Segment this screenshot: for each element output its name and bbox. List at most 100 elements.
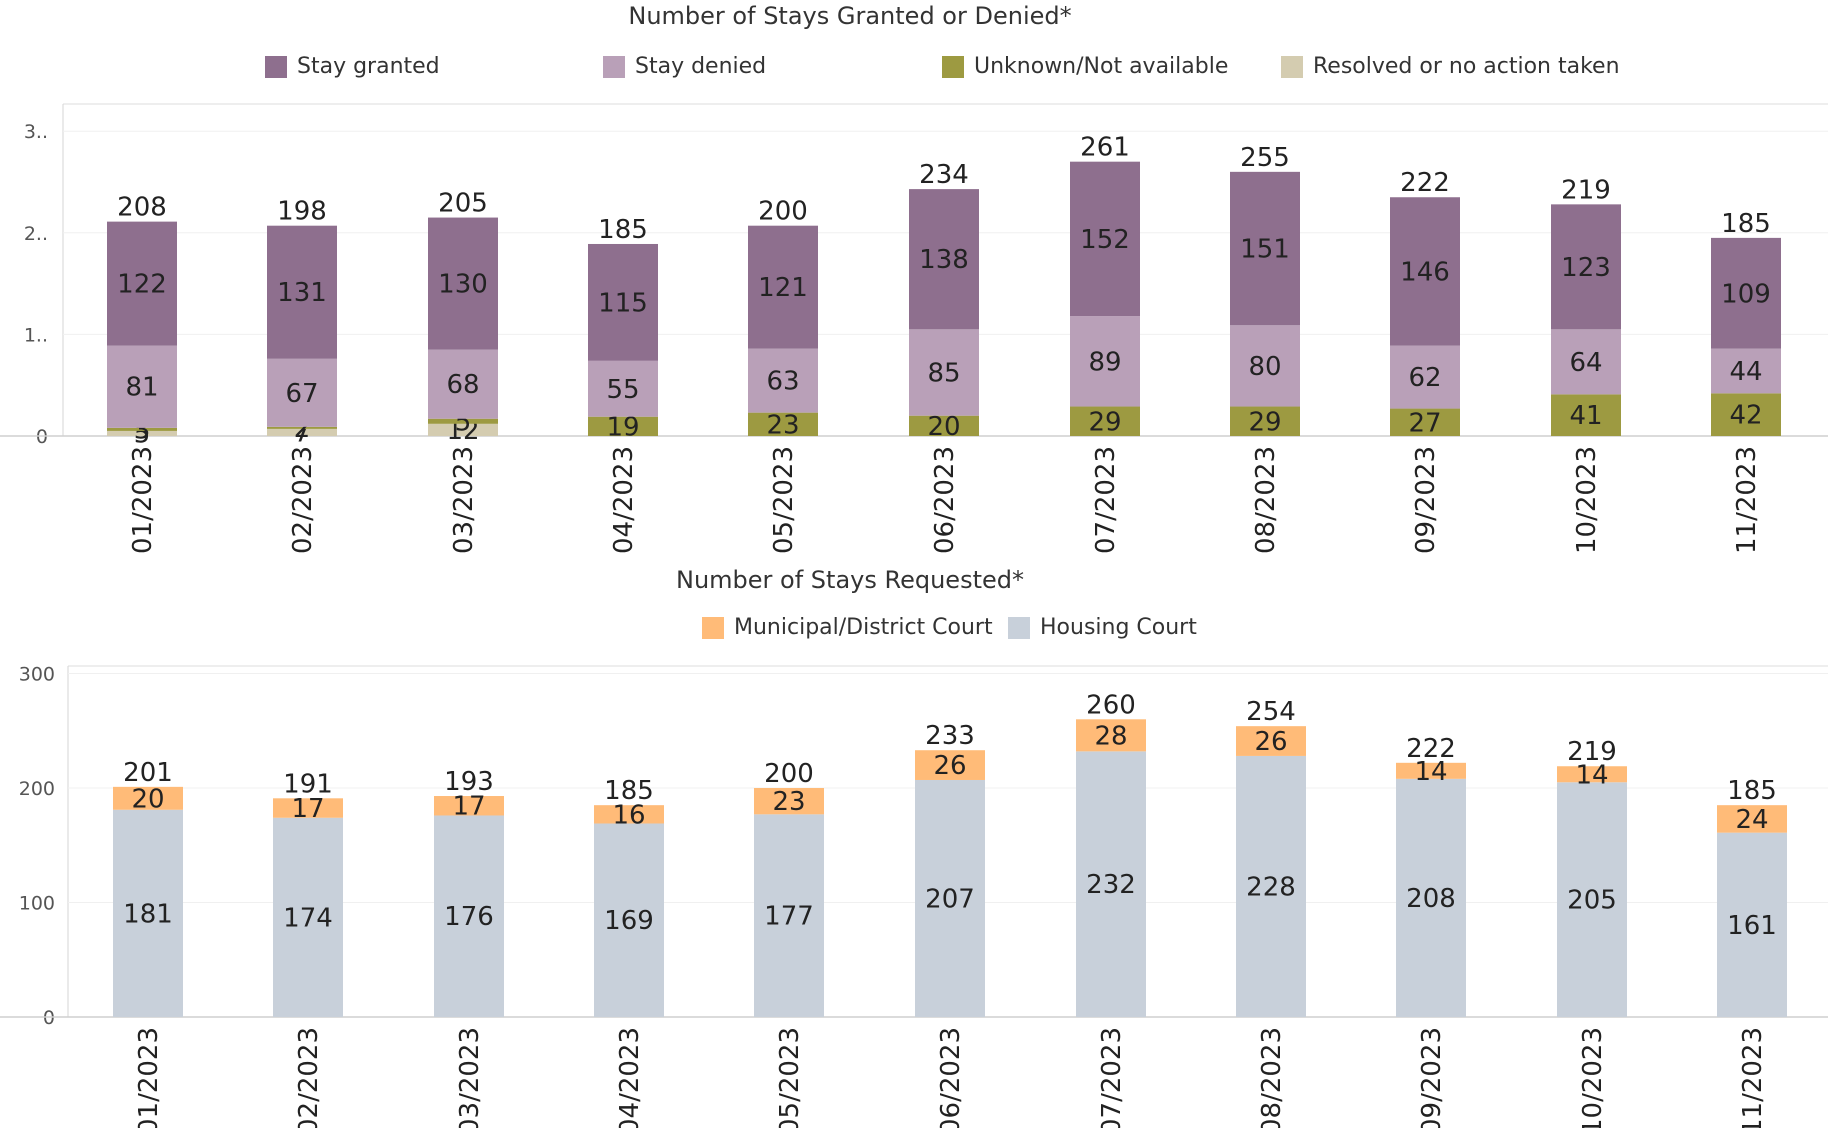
data-label: 123 — [1561, 253, 1611, 283]
bar-segment-stay-denied[interactable] — [107, 345, 177, 428]
data-label: 174 — [283, 903, 333, 933]
bar-segment-stay-denied[interactable] — [909, 329, 979, 416]
data-label: 26 — [933, 751, 966, 781]
data-label: 42 — [1729, 401, 1762, 431]
bar-segment-unknown-not-available[interactable] — [1070, 406, 1140, 436]
bar-segment-municipal-district-court[interactable] — [1076, 719, 1146, 752]
bar-segment-stay-denied[interactable] — [748, 348, 818, 413]
bar-segment-housing-court[interactable] — [113, 809, 183, 1017]
total-label: 261 — [1080, 133, 1130, 163]
data-label: 28 — [1094, 721, 1127, 751]
x-tick-label: 04/2023 — [615, 1027, 645, 1128]
total-label: 191 — [283, 769, 333, 799]
bar-segment-municipal-district-court[interactable] — [1236, 726, 1306, 756]
bar-segment-municipal-district-court[interactable] — [113, 786, 183, 810]
data-label: 169 — [604, 906, 654, 936]
legend-item-housing-court[interactable]: Housing Court — [1008, 615, 1197, 640]
bar-segment-stay-granted[interactable] — [428, 217, 498, 350]
bar-segment-stay-granted[interactable] — [1230, 171, 1300, 326]
bar-segment-stay-granted[interactable] — [1070, 161, 1140, 317]
data-label: 24 — [1735, 805, 1768, 835]
bar-segment-stay-denied[interactable] — [428, 349, 498, 419]
x-tick-label: 07/2023 — [1091, 446, 1121, 554]
bar-segment-stay-denied[interactable] — [267, 358, 337, 427]
data-label: 80 — [1248, 352, 1281, 382]
bar-segment-unknown-not-available[interactable] — [107, 427, 177, 431]
y-tick-label: 300 — [19, 664, 55, 686]
bar-segment-stay-denied[interactable] — [1390, 345, 1460, 409]
bar-segment-resolved-or-no-action-taken[interactable] — [428, 423, 498, 436]
bar-segment-unknown-not-available[interactable] — [588, 416, 658, 436]
data-label: 205 — [1567, 886, 1617, 916]
bar-segment-housing-court[interactable] — [1557, 782, 1627, 1017]
bar-segment-resolved-or-no-action-taken[interactable] — [267, 428, 337, 436]
bar-segment-housing-court[interactable] — [594, 823, 664, 1017]
bar-segment-municipal-district-court[interactable] — [273, 798, 343, 818]
legend-swatch — [1281, 55, 1303, 78]
bar-segment-resolved-or-no-action-taken[interactable] — [107, 430, 177, 436]
legend-item-unknown-not-available[interactable]: Unknown/Not available — [942, 54, 1228, 79]
data-label: 152 — [1080, 225, 1130, 255]
data-label: 208 — [1406, 884, 1456, 914]
bar-segment-housing-court[interactable] — [754, 814, 824, 1017]
data-label: 151 — [1240, 235, 1290, 265]
data-label: 176 — [444, 902, 494, 932]
bar-segment-unknown-not-available[interactable] — [1551, 394, 1621, 436]
legend-item-stay-denied[interactable]: Stay denied — [603, 54, 766, 79]
legend-label: Stay granted — [297, 54, 440, 79]
total-label: 193 — [444, 767, 494, 797]
bar-segment-municipal-district-court[interactable] — [754, 788, 824, 815]
data-label: 146 — [1400, 257, 1450, 287]
x-tick-label: 09/2023 — [1411, 446, 1441, 554]
data-label: 14 — [1414, 757, 1447, 787]
bar-segment-municipal-district-court[interactable] — [915, 750, 985, 780]
bar-segment-stay-granted[interactable] — [1551, 204, 1621, 330]
total-label: 208 — [117, 193, 167, 223]
bar-segment-municipal-district-court[interactable] — [434, 796, 504, 816]
legend-label: Stay denied — [635, 54, 767, 79]
data-label: 63 — [766, 367, 799, 397]
bar-segment-unknown-not-available[interactable] — [1230, 406, 1300, 436]
bar-segment-housing-court[interactable] — [1236, 755, 1306, 1017]
bar-segment-housing-court[interactable] — [1717, 832, 1787, 1017]
bar-segment-unknown-not-available[interactable] — [748, 412, 818, 436]
bar-segment-unknown-not-available[interactable] — [428, 418, 498, 424]
bar-segment-housing-court[interactable] — [1396, 778, 1466, 1017]
bar-segment-stay-granted[interactable] — [909, 189, 979, 330]
bar-segment-stay-granted[interactable] — [107, 221, 177, 346]
bar-segment-stay-granted[interactable] — [748, 225, 818, 349]
chart1-plot: 01..2..3..538112220801/2023726713119802/… — [0, 103, 1828, 554]
bar-segment-stay-granted[interactable] — [1390, 197, 1460, 346]
bar-segment-stay-granted[interactable] — [588, 243, 658, 361]
bar-segment-unknown-not-available[interactable] — [1390, 408, 1460, 436]
bar-segment-municipal-district-court[interactable] — [1557, 766, 1627, 783]
bar-segment-stay-denied[interactable] — [1711, 348, 1781, 394]
bar-segment-stay-denied[interactable] — [1070, 316, 1140, 407]
legend-item-municipal-district-court[interactable]: Municipal/District Court — [702, 615, 993, 640]
bar-segment-stay-granted[interactable] — [267, 225, 337, 359]
bar-segment-unknown-not-available[interactable] — [267, 426, 337, 429]
data-label: 20 — [131, 784, 164, 814]
bar-segment-housing-court[interactable] — [434, 815, 504, 1017]
bar-segment-stay-denied[interactable] — [1551, 329, 1621, 395]
data-label: 138 — [919, 245, 969, 275]
bar-segment-stay-denied[interactable] — [588, 360, 658, 417]
bar-segment-housing-court[interactable] — [273, 817, 343, 1017]
legend-item-resolved-or-no-action-taken[interactable]: Resolved or no action taken — [1281, 54, 1620, 79]
bar-segment-municipal-district-court[interactable] — [594, 805, 664, 824]
bar-segment-unknown-not-available[interactable] — [909, 415, 979, 436]
bar-segment-municipal-district-court[interactable] — [1396, 762, 1466, 779]
total-label: 219 — [1567, 737, 1617, 767]
x-tick-label: 08/2023 — [1251, 446, 1281, 554]
data-label: 23 — [772, 787, 805, 817]
bar-segment-housing-court[interactable] — [915, 779, 985, 1017]
legend-item-stay-granted[interactable]: Stay granted — [265, 54, 440, 79]
data-label: 17 — [452, 792, 485, 822]
bar-segment-unknown-not-available[interactable] — [1711, 393, 1781, 436]
bar-segment-housing-court[interactable] — [1076, 751, 1146, 1017]
bar-segment-stay-granted[interactable] — [1711, 237, 1781, 349]
bar-segment-stay-denied[interactable] — [1230, 325, 1300, 407]
bar-segment-municipal-district-court[interactable] — [1717, 805, 1787, 833]
legend-swatch — [702, 616, 724, 639]
